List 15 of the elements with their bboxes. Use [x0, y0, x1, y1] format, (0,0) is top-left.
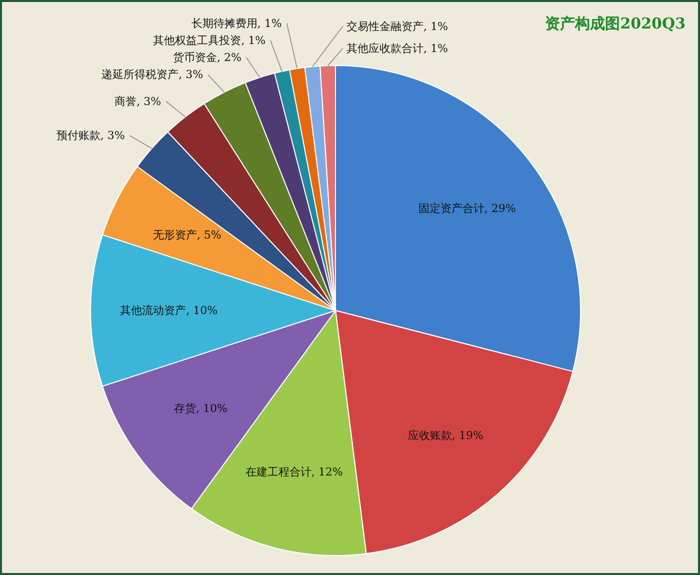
- slice-label: 其他应收款合计, 1%: [346, 42, 448, 55]
- slice-label: 在建工程合计, 12%: [245, 465, 343, 478]
- slice-label: 其他权益工具投资, 1%: [153, 34, 266, 47]
- text: 资产构成图2020Q3: [545, 14, 686, 32]
- slice-label: 固定资产合计, 29%: [418, 202, 516, 215]
- slice-label: 存货, 10%: [174, 402, 228, 415]
- slice-label: 长期待摊费用, 1%: [191, 16, 282, 30]
- slice-label: 预付账款, 3%: [56, 129, 125, 142]
- slice-label: 其他流动资产, 10%: [120, 304, 218, 317]
- slice-label: 无形资产, 5%: [152, 228, 222, 242]
- slice-label: 应收账款, 19%: [408, 428, 484, 442]
- slice-label: 交易性金融资产, 1%: [346, 20, 448, 33]
- slice-label: 递延所得税资产, 3%: [102, 68, 204, 82]
- slice-label: 商誉, 3%: [114, 94, 162, 108]
- slice-label: 货币资金, 2%: [173, 51, 242, 64]
